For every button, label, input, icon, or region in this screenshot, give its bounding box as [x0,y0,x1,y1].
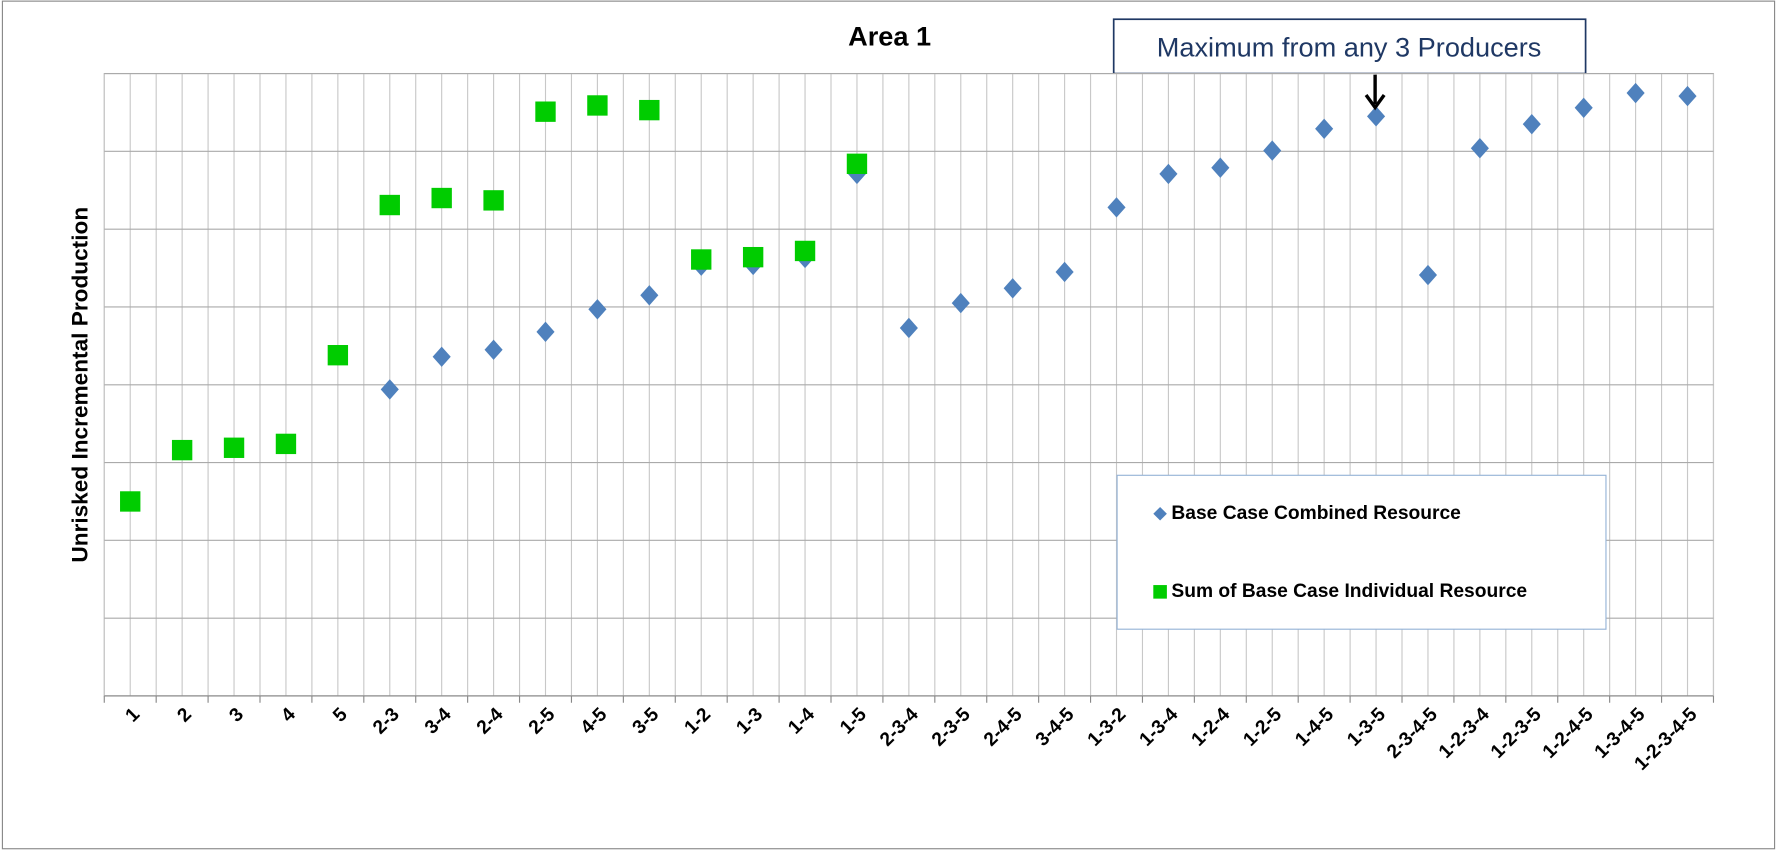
legend-swatch [1153,585,1167,599]
square-marker [535,101,556,122]
annotation-arrowhead [1364,94,1386,111]
diamond-marker [484,339,503,360]
legend-label: Base Case Combined Resource [1171,503,1461,524]
square-marker [120,491,141,512]
diamond-marker [1678,85,1697,107]
square-marker [171,439,193,461]
diamond-marker [1055,261,1074,283]
legend-swatch [1153,506,1167,521]
diamond-marker [1470,138,1489,159]
legend-label: Sum of Base Case Individual Resource [1171,581,1527,602]
diamond-marker [1367,106,1386,127]
legend: Base Case Combined Resource Sum of Base C… [1116,474,1607,630]
diamond-marker [1263,140,1282,161]
square-marker [639,99,660,121]
diamond-marker [1159,163,1178,185]
diamond-marker [1211,157,1230,178]
square-marker [379,194,400,216]
plot-area: 1 2 3 4 5 2-3 3-4 2-4 2-5 4-5 3-5 1-2 1-3 1-4 1-5 2-3-4… [103,72,1715,775]
y-axis-label: Unrisked Incremental Production [67,207,92,563]
chart-title: Area 1 [848,20,931,51]
square-marker [483,190,504,211]
square-marker [691,249,712,270]
legend-box [1116,474,1607,630]
annotation-box [1112,18,1587,75]
diamond-marker [432,346,451,367]
diamond-marker [1315,118,1334,139]
diamond-marker [899,317,918,339]
diamond-marker [1522,113,1541,135]
square-marker [742,246,764,268]
diamond-marker [1107,197,1126,218]
diamond-marker [1574,97,1593,118]
square-marker [223,437,245,458]
square-marker [794,240,816,262]
square-marker [327,345,349,366]
diamond-marker [536,321,555,343]
diamond-marker [1418,264,1438,286]
diamond-marker [1626,82,1645,104]
square-marker [846,153,868,174]
square-marker [275,433,297,455]
square-marker [587,95,608,116]
annotation: Maximum from any 3 Producers [1157,32,1542,63]
square-marker [431,187,452,209]
